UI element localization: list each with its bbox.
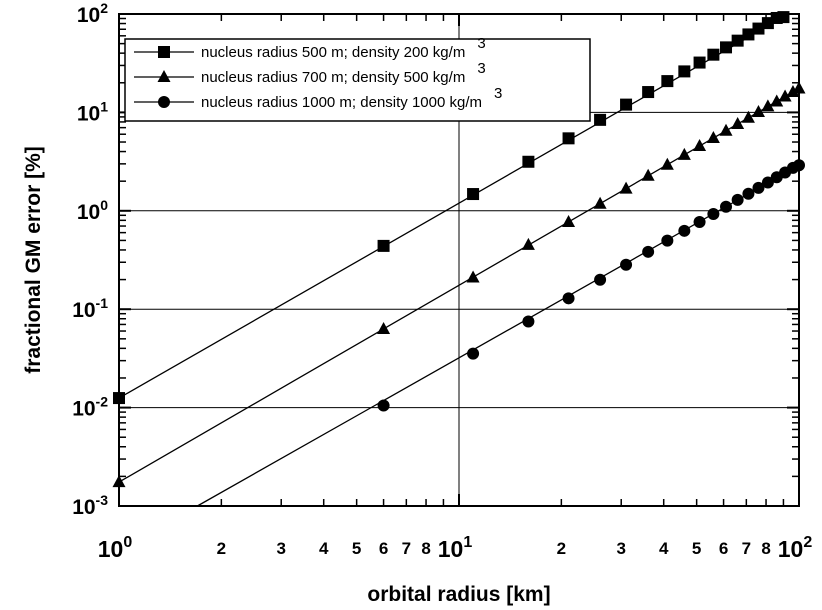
data-point-triangle bbox=[719, 123, 733, 136]
legend-entries: nucleus radius 500 m; density 200 kg/m3n… bbox=[134, 35, 502, 111]
data-point-triangle bbox=[593, 196, 607, 209]
data-point-square bbox=[661, 75, 674, 88]
x-minor-tick-label: 5 bbox=[352, 539, 361, 558]
data-point-square bbox=[562, 132, 575, 145]
legend-superscript-2: 3 bbox=[477, 60, 485, 77]
data-point-circle bbox=[642, 245, 655, 258]
data-point-triangle bbox=[770, 94, 784, 107]
x-tick-label: 102 bbox=[778, 534, 813, 562]
data-point-circle bbox=[693, 215, 706, 228]
x-minor-tick-label: 6 bbox=[379, 539, 388, 558]
data-point-circle bbox=[467, 347, 480, 360]
legend-superscript-3: 3 bbox=[494, 85, 502, 102]
data-point-circle bbox=[661, 234, 674, 247]
data-point-square bbox=[731, 34, 744, 47]
x-minor-tick-label: 5 bbox=[692, 539, 701, 558]
x-tick-label: 100 bbox=[98, 534, 133, 562]
data-point-square bbox=[467, 188, 480, 201]
data-point-triangle bbox=[677, 147, 691, 160]
data-point-square bbox=[720, 41, 733, 54]
x-minor-tick-label: 2 bbox=[217, 539, 226, 558]
legend-marker-circle bbox=[158, 96, 170, 108]
x-minor-tick-label: 3 bbox=[276, 539, 285, 558]
legend-marker-square bbox=[158, 46, 170, 58]
data-point-square bbox=[693, 56, 706, 69]
x-minor-tick-label: 2 bbox=[557, 539, 566, 558]
data-point-triangle bbox=[761, 99, 775, 112]
data-point-square bbox=[594, 113, 607, 126]
data-point-square bbox=[770, 11, 783, 24]
y-tick-label: 10-3 bbox=[72, 492, 108, 519]
legend-marker-triangle bbox=[157, 70, 171, 82]
x-minor-tick-label: 8 bbox=[761, 539, 770, 558]
y-tick-label: 100 bbox=[77, 197, 108, 224]
data-point-square bbox=[642, 86, 655, 99]
data-point-circle bbox=[752, 181, 765, 194]
legend-superscript-1: 3 bbox=[477, 35, 485, 52]
y-axis-title: fractional GM error [%] bbox=[22, 146, 45, 374]
data-point-circle bbox=[707, 207, 720, 220]
data-point-triangle bbox=[741, 110, 755, 123]
x-minor-tick-label: 4 bbox=[659, 539, 669, 558]
y-tick-label: 10-2 bbox=[72, 394, 108, 421]
data-point-square bbox=[742, 28, 755, 41]
x-minor-tick-label: 7 bbox=[402, 539, 411, 558]
data-point-triangle bbox=[786, 85, 800, 98]
data-point-circle bbox=[731, 193, 744, 206]
data-point-triangle bbox=[641, 168, 655, 181]
data-point-square bbox=[707, 48, 720, 61]
data-point-triangle bbox=[693, 139, 707, 152]
data-point-triangle bbox=[778, 89, 792, 102]
data-point-triangle bbox=[751, 104, 765, 117]
legend-label-3: nucleus radius 1000 m; density 1000 kg/m bbox=[201, 94, 482, 111]
legend-box bbox=[124, 38, 591, 122]
legend: nucleus radius 500 m; density 200 kg/m3n… bbox=[124, 35, 591, 122]
y-tick-label: 10-1 bbox=[72, 295, 108, 322]
legend-label-2: nucleus radius 700 m; density 500 kg/m bbox=[201, 69, 465, 86]
data-point-circle bbox=[720, 200, 733, 213]
data-point-circle bbox=[620, 258, 633, 271]
data-point-triangle bbox=[562, 214, 576, 227]
x-minor-tick-label: 3 bbox=[616, 539, 625, 558]
data-point-square bbox=[522, 155, 535, 168]
x-minor-tick-label: 4 bbox=[319, 539, 329, 558]
data-point-circle bbox=[594, 273, 607, 286]
data-point-triangle bbox=[706, 131, 720, 144]
data-point-square bbox=[377, 239, 390, 252]
legend-label-1: nucleus radius 500 m; density 200 kg/m bbox=[201, 44, 465, 61]
data-point-circle bbox=[377, 399, 390, 412]
data-point-circle bbox=[522, 315, 535, 328]
data-point-triangle bbox=[660, 157, 674, 170]
x-minor-tick-label: 6 bbox=[719, 539, 728, 558]
y-tick-label: 102 bbox=[77, 0, 108, 27]
data-point-square bbox=[752, 22, 765, 35]
y-tick-label: 101 bbox=[77, 98, 108, 125]
data-point-circle bbox=[761, 176, 774, 189]
data-point-square bbox=[678, 65, 691, 78]
x-minor-tick-label: 8 bbox=[421, 539, 430, 558]
x-axis-title: orbital radius [km] bbox=[367, 583, 550, 606]
data-point-triangle bbox=[521, 237, 535, 250]
data-point-circle bbox=[678, 224, 691, 237]
x-minor-tick-label: 7 bbox=[742, 539, 751, 558]
data-point-circle bbox=[562, 292, 575, 305]
x-tick-label: 101 bbox=[438, 534, 473, 562]
data-point-square bbox=[620, 98, 633, 111]
data-point-triangle bbox=[377, 321, 391, 334]
data-point-circle bbox=[742, 187, 755, 200]
data-point-triangle bbox=[466, 270, 480, 283]
data-point-triangle bbox=[731, 117, 745, 130]
data-point-triangle bbox=[619, 181, 633, 194]
